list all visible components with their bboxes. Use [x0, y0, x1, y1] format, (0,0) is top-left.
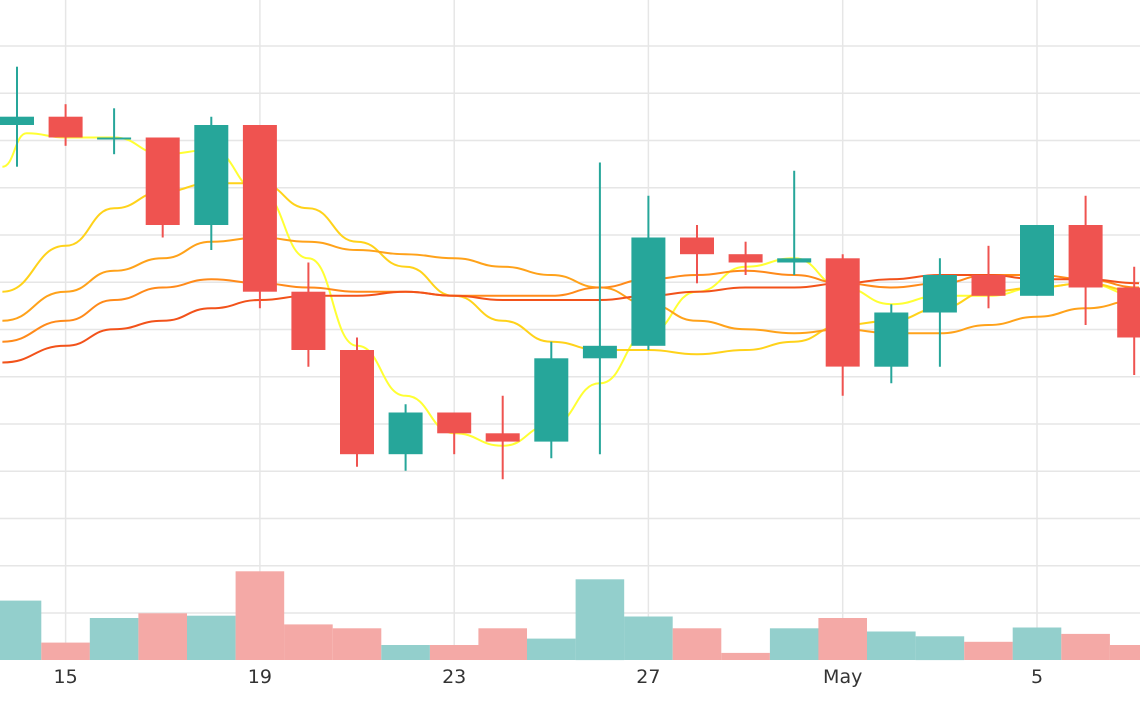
volume-bar [769, 628, 819, 660]
candle-body-down [291, 291, 326, 350]
candle-body-up [388, 412, 423, 455]
candle-body-up [631, 237, 666, 346]
x-tick-label: 27 [636, 666, 660, 688]
candle-body-down [1117, 287, 1140, 338]
candle-body-up [97, 137, 132, 140]
volume-bar [0, 600, 42, 660]
candle-body-down [825, 258, 860, 367]
volume-bar [867, 631, 916, 660]
x-tick-label: 19 [248, 666, 272, 688]
volume-bar [818, 618, 867, 660]
volume-bar [575, 579, 625, 661]
volume-bar [721, 652, 770, 660]
x-axis: 15 19 23 27 May 5 [54, 666, 1044, 688]
moving-average-line [2, 269, 1140, 343]
volume-bar [41, 642, 90, 660]
x-tick-label: 5 [1031, 666, 1043, 688]
volume-bar [1109, 645, 1140, 660]
candle-body-down [680, 237, 714, 255]
volume-bar [915, 636, 965, 661]
candle-body-up [534, 358, 569, 442]
candle-body-down [485, 433, 520, 442]
volume-bar [187, 615, 236, 660]
grid [0, 0, 1140, 660]
volume-bar [478, 628, 527, 660]
x-tick-label: May [823, 666, 862, 688]
volume-bar [381, 645, 430, 660]
candle-body-up [777, 258, 812, 263]
volume-bar [1012, 627, 1062, 660]
volume-bar [332, 628, 382, 660]
candle-body-up [582, 345, 617, 359]
candle-body-down [145, 137, 180, 225]
candle-body-up [1020, 225, 1054, 296]
candle-body-down [437, 412, 472, 434]
candle-body-up [874, 312, 909, 367]
candle-body-down [242, 125, 277, 292]
volume-bar [1061, 633, 1110, 660]
candle-body-down [340, 350, 374, 455]
volume-bar [672, 628, 722, 660]
candle-body-down [48, 116, 83, 138]
moving-average-line [2, 273, 1140, 364]
candle-body-down [971, 275, 1006, 296]
volume-bar [527, 638, 576, 660]
candle-body-up [922, 275, 957, 313]
volume-bar [964, 641, 1013, 660]
candle-body-down [1068, 225, 1103, 288]
candles [0, 66, 1140, 480]
volume-bar [624, 616, 673, 660]
volume-bar [138, 613, 187, 660]
volume-bar [429, 645, 479, 660]
candle-body-up [194, 125, 229, 225]
x-tick-label: 23 [442, 666, 466, 688]
volume-bar [284, 624, 333, 660]
volume-bars [0, 571, 1140, 661]
candle-body-down [728, 254, 763, 263]
volume-bar [89, 618, 139, 660]
x-tick-label: 15 [54, 666, 78, 688]
volume-bar [235, 571, 285, 660]
candle-body-up [0, 116, 34, 125]
